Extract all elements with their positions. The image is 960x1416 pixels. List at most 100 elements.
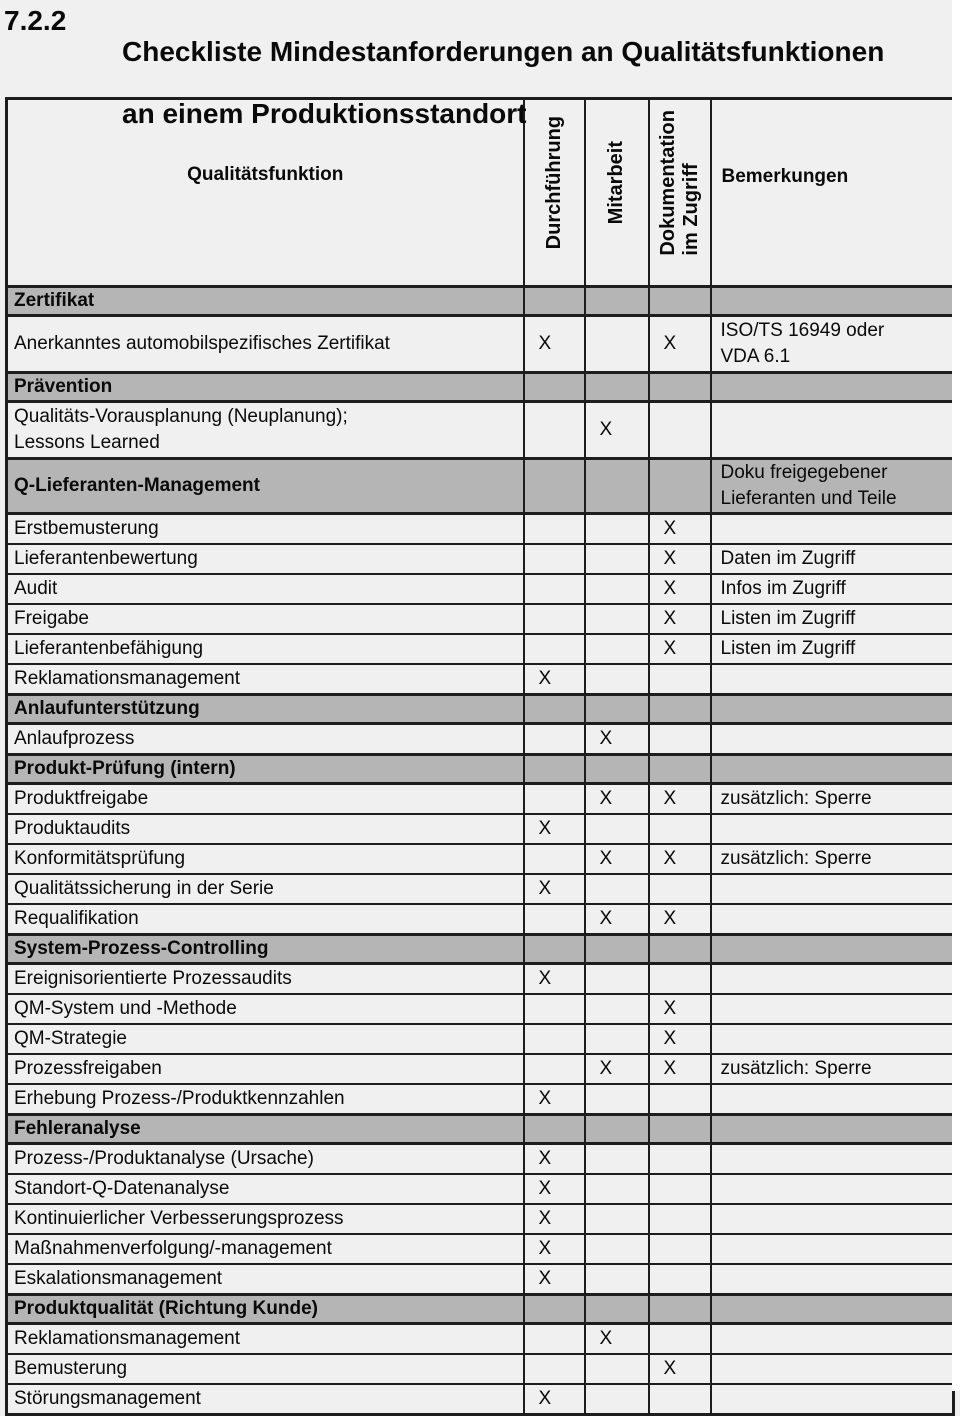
table-row: Standort-Q-Datenanalyse X <box>5 1173 955 1205</box>
checklist-table: Qualitätsfunktion Durchführung Mitarbeit… <box>5 97 955 1416</box>
quality-function-cell: Fehleranalyse <box>5 1113 525 1145</box>
title-line-1: Checkliste Mindestanforderungen an Quali… <box>122 36 885 67</box>
table-row: Requalifikation X X <box>5 903 955 936</box>
quality-function-cell: Produktqualität (Richtung Kunde) <box>5 1293 525 1325</box>
mitarbeit-mark-cell <box>583 663 650 696</box>
title-text: Checkliste Mindestanforderungen an Quali… <box>122 5 884 160</box>
mitarbeit-mark-cell: X <box>583 1053 650 1085</box>
bemerkungen-cell: zusätzlich: Sperre <box>709 782 955 815</box>
dokumentation-mark-cell <box>647 1293 712 1325</box>
dokumentation-mark-cell: X <box>647 603 712 635</box>
quality-function-cell: Prozess-/Produktanalyse (Ursache) <box>5 1142 525 1175</box>
mitarbeit-mark-cell <box>583 1263 650 1296</box>
mitarbeit-mark-cell <box>583 1353 650 1385</box>
table-row: Produktaudits X <box>5 813 955 845</box>
table-row: Bemusterung X <box>5 1353 955 1385</box>
mitarbeit-mark-cell <box>583 933 650 965</box>
durchfuehrung-mark-cell <box>522 1053 586 1085</box>
dokumentation-mark-cell <box>647 1203 712 1235</box>
section-row: Produktqualität (Richtung Kunde) <box>5 1293 955 1325</box>
table-row: Lieferantenbewertung X Daten im Zugriff <box>5 543 955 575</box>
table-row: Reklamationsmanagement X <box>5 1322 955 1355</box>
dokumentation-mark-cell <box>647 813 712 845</box>
bemerkungen-cell: Infos im Zugriff <box>709 573 955 605</box>
durchfuehrung-mark-cell <box>522 843 586 875</box>
quality-function-cell: Produkt-Prüfung (intern) <box>5 753 525 785</box>
durchfuehrung-mark-cell <box>522 933 586 965</box>
bemerkungen-cell <box>709 693 955 725</box>
durchfuehrung-mark-cell <box>522 722 586 756</box>
bemerkungen-cell <box>709 1142 955 1175</box>
dokumentation-mark-cell <box>647 285 712 317</box>
mitarbeit-mark-cell <box>583 371 650 403</box>
section-row: Anlaufunterstützung <box>5 693 955 725</box>
rotated-label-mitarbeit: Mitarbeit <box>605 140 627 225</box>
dokumentation-mark-cell <box>647 400 712 460</box>
section-row: Q-Lieferanten-Management Doku freigegebe… <box>5 457 955 515</box>
title-line-2: an einem Produktionsstandort <box>122 98 527 129</box>
durchfuehrung-mark-cell <box>522 457 586 515</box>
durchfuehrung-mark-cell: X <box>522 813 586 845</box>
durchfuehrung-mark-cell <box>522 1023 586 1055</box>
table-row: QM-System und -Methode X <box>5 993 955 1025</box>
durchfuehrung-mark-cell <box>522 1322 586 1355</box>
bemerkungen-cell <box>709 1083 955 1116</box>
bemerkungen-cell: Doku freigegebener Lieferanten und Teile <box>709 457 955 515</box>
quality-function-cell: Produktfreigabe <box>5 782 525 815</box>
section-number: 7.2.2 <box>4 5 67 36</box>
durchfuehrung-mark-cell <box>522 1293 586 1325</box>
mitarbeit-mark-cell <box>583 457 650 515</box>
rotated-label-durchfuehrung: Durchführung <box>542 115 565 250</box>
mitarbeit-mark-cell <box>583 1083 650 1116</box>
table-row: Prozessfreigaben X X zusätzlich: Sperre <box>5 1053 955 1085</box>
durchfuehrung-mark-cell <box>522 633 586 665</box>
dokumentation-mark-cell: X <box>647 993 712 1025</box>
dokumentation-mark-cell <box>647 693 712 725</box>
table-row: Audit X Infos im Zugriff <box>5 573 955 605</box>
dokumentation-mark-cell: X <box>647 782 712 815</box>
table-row: Anerkanntes automobilspezifisches Zertif… <box>5 314 955 374</box>
mitarbeit-mark-cell: X <box>583 400 650 460</box>
table-row: Anlaufprozess X <box>5 722 955 756</box>
dokumentation-mark-cell <box>647 1383 712 1416</box>
dokumentation-mark-cell: X <box>647 1353 712 1385</box>
col-header-durchfuehrung: Durchführung <box>522 97 586 288</box>
bemerkungen-cell <box>709 371 955 403</box>
quality-function-cell: Qualitätssicherung in der Serie <box>5 873 525 905</box>
durchfuehrung-mark-cell <box>522 285 586 317</box>
dokumentation-mark-cell: X <box>647 903 712 936</box>
durchfuehrung-mark-cell <box>522 693 586 725</box>
durchfuehrung-mark-cell: X <box>522 1203 586 1235</box>
quality-function-cell: Prävention <box>5 371 525 403</box>
section-row: Prävention <box>5 371 955 403</box>
durchfuehrung-mark-cell: X <box>522 1142 586 1175</box>
bemerkungen-cell <box>709 1322 955 1355</box>
mitarbeit-mark-cell <box>583 873 650 905</box>
mitarbeit-mark-cell <box>583 813 650 845</box>
bemerkungen-cell <box>709 1293 955 1325</box>
durchfuehrung-mark-cell <box>522 782 586 815</box>
bemerkungen-cell <box>709 512 955 545</box>
section-row: Produkt-Prüfung (intern) <box>5 753 955 785</box>
durchfuehrung-mark-cell <box>522 371 586 403</box>
mitarbeit-mark-cell <box>583 993 650 1025</box>
durchfuehrung-mark-cell <box>522 543 586 575</box>
mitarbeit-mark-cell <box>583 1142 650 1175</box>
dokumentation-mark-cell <box>647 1322 712 1355</box>
quality-function-cell: Standort-Q-Datenanalyse <box>5 1173 525 1205</box>
col-header-dokumentation-im-zugriff: Dokumentation im Zugriff <box>647 97 712 288</box>
bemerkungen-cell <box>709 1113 955 1145</box>
dokumentation-mark-cell <box>647 962 712 995</box>
quality-function-cell: Lieferantenbefähigung <box>5 633 525 665</box>
bemerkungen-cell <box>709 962 955 995</box>
mitarbeit-mark-cell <box>583 314 650 374</box>
quality-function-cell: Requalifikation <box>5 903 525 936</box>
mitarbeit-mark-cell <box>583 1233 650 1265</box>
quality-function-cell: Reklamationsmanagement <box>5 1322 525 1355</box>
quality-function-cell: Freigabe <box>5 603 525 635</box>
section-row: Zertifikat <box>5 285 955 317</box>
bemerkungen-cell <box>709 813 955 845</box>
dokumentation-mark-cell: X <box>647 512 712 545</box>
table-row: Störungsmanagement X <box>5 1383 955 1416</box>
bemerkungen-cell <box>709 1233 955 1265</box>
